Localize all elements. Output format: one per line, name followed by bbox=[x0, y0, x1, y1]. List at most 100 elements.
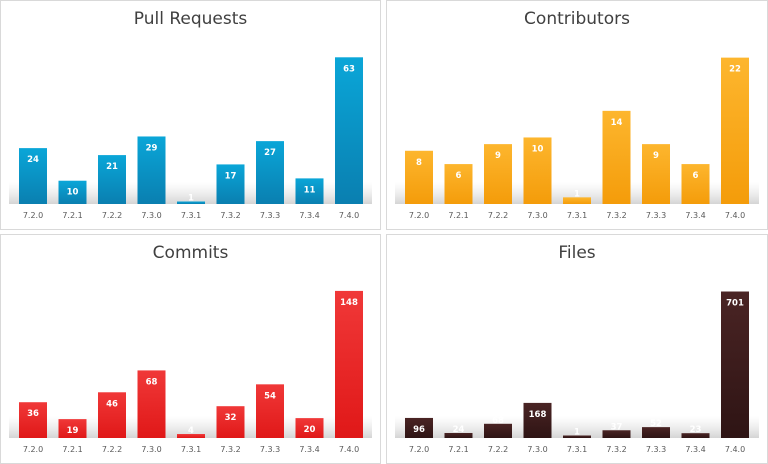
bar-7.3.1 bbox=[177, 434, 205, 438]
data-label: 20 bbox=[304, 425, 316, 435]
x-tick-label: 7.3.2 bbox=[606, 445, 626, 454]
x-tick-label: 7.2.0 bbox=[409, 211, 429, 220]
data-label: 37 bbox=[611, 422, 623, 432]
x-tick-label: 7.3.4 bbox=[685, 211, 705, 220]
x-tick-label: 7.2.2 bbox=[488, 445, 508, 454]
x-tick-label: 7.3.3 bbox=[646, 445, 666, 454]
data-label: 27 bbox=[264, 148, 276, 158]
bar-7.3.2 bbox=[216, 406, 245, 438]
data-label: 9 bbox=[495, 151, 501, 161]
data-label: 9 bbox=[653, 151, 659, 161]
bar-chart: 24 7.2.0 10 7.2.1 21 7.2.2 29 7.3.0 1 7.3.1 17 7.3.… bbox=[9, 57, 372, 220]
x-tick-label: 7.2.2 bbox=[102, 211, 122, 220]
x-tick-label: 7.3.0 bbox=[527, 211, 547, 220]
x-tick-label: 7.2.1 bbox=[62, 211, 82, 220]
data-label: 24 bbox=[453, 425, 465, 435]
data-label: 6 bbox=[693, 171, 699, 181]
x-tick-label: 7.2.0 bbox=[23, 445, 43, 454]
x-tick-label: 7.3.2 bbox=[606, 211, 626, 220]
bar-7.3.4 bbox=[295, 418, 324, 438]
bar-7.2.2 bbox=[98, 155, 126, 204]
data-label: 148 bbox=[340, 298, 358, 308]
data-label: 54 bbox=[264, 391, 276, 401]
x-tick-label: 7.3.2 bbox=[220, 445, 240, 454]
data-label: 1 bbox=[574, 189, 580, 199]
bar-7.2.1 bbox=[58, 180, 87, 204]
chart-title: Commits bbox=[152, 243, 229, 263]
x-tick-label: 7.4.0 bbox=[339, 211, 359, 220]
x-tick-label: 7.3.3 bbox=[260, 445, 280, 454]
x-tick-label: 7.3.0 bbox=[527, 445, 547, 454]
data-label: 701 bbox=[726, 299, 744, 309]
bar-7.2.1 bbox=[444, 432, 473, 438]
bar-7.3.2 bbox=[216, 164, 245, 204]
bar-7.3.4 bbox=[295, 178, 324, 204]
data-label: 46 bbox=[106, 399, 118, 409]
data-label: 68 bbox=[492, 416, 504, 426]
bar-7.2.2 bbox=[98, 392, 126, 438]
x-tick-label: 7.2.2 bbox=[102, 445, 122, 454]
x-tick-label: 7.3.3 bbox=[646, 211, 666, 220]
bar-7.3.3 bbox=[642, 144, 670, 204]
x-tick-label: 7.4.0 bbox=[725, 445, 745, 454]
data-label: 14 bbox=[611, 118, 623, 128]
bar-7.4.0 bbox=[721, 291, 749, 438]
bar-7.3.3 bbox=[256, 384, 284, 438]
data-label: 6 bbox=[456, 171, 462, 181]
data-label: 10 bbox=[532, 144, 544, 154]
files-panel: Files 96 7.2.0 24 7.2.1 68 7.2.2 168 7.3.0 1 7.3.1… bbox=[386, 234, 768, 464]
x-tick-label: 7.4.0 bbox=[339, 445, 359, 454]
bar-7.3.3 bbox=[642, 427, 670, 438]
bar-7.2.0 bbox=[405, 417, 433, 438]
data-label: 8 bbox=[416, 158, 422, 168]
x-tick-label: 7.3.1 bbox=[567, 211, 587, 220]
data-label: 52 bbox=[650, 419, 662, 429]
data-label: 4 bbox=[188, 426, 194, 436]
bar-7.2.0 bbox=[405, 150, 433, 204]
bar-7.2.0 bbox=[19, 402, 47, 438]
x-tick-label: 7.2.0 bbox=[23, 211, 43, 220]
bar-7.3.0 bbox=[523, 137, 552, 204]
data-label: 29 bbox=[146, 143, 158, 153]
bar-7.3.2 bbox=[602, 430, 631, 438]
data-label: 21 bbox=[106, 162, 118, 172]
x-tick-label: 7.3.4 bbox=[299, 445, 319, 454]
bar-7.3.0 bbox=[137, 136, 166, 204]
bar-7.3.1 bbox=[177, 201, 205, 204]
data-label: 1 bbox=[574, 428, 580, 438]
bar-7.3.2 bbox=[602, 110, 631, 204]
contributors-panel: Contributors 8 7.2.0 6 7.2.1 9 7.2.2 10 7.3.0 1 7.… bbox=[386, 0, 768, 230]
chart-title: Contributors bbox=[524, 9, 630, 29]
data-label: 68 bbox=[146, 377, 158, 387]
data-label: 23 bbox=[690, 425, 702, 435]
data-label: 96 bbox=[413, 425, 425, 435]
bar-chart: 8 7.2.0 6 7.2.1 9 7.2.2 10 7.3.0 1 7.3.1 14 7.3.2 9 7… bbox=[395, 57, 759, 220]
data-label: 10 bbox=[67, 188, 79, 198]
bar-7.3.4 bbox=[681, 433, 710, 438]
data-label: 168 bbox=[529, 410, 547, 420]
x-tick-label: 7.3.1 bbox=[567, 445, 587, 454]
data-label: 22 bbox=[729, 65, 741, 75]
x-tick-label: 7.3.1 bbox=[181, 211, 201, 220]
bar-7.3.4 bbox=[681, 164, 710, 204]
bar-7.4.0 bbox=[335, 57, 363, 204]
bar-chart: 36 7.2.0 19 7.2.1 46 7.2.2 68 7.3.0 4 7.3.1 32 7.3.… bbox=[9, 290, 372, 454]
bar-7.2.1 bbox=[444, 164, 473, 204]
chart-title: Pull Requests bbox=[133, 9, 248, 29]
bar-7.4.0 bbox=[721, 57, 749, 204]
bar-7.3.0 bbox=[523, 402, 552, 438]
x-tick-label: 7.3.2 bbox=[220, 211, 240, 220]
x-tick-label: 7.2.2 bbox=[488, 211, 508, 220]
data-label: 17 bbox=[225, 171, 237, 181]
bar-7.3.1 bbox=[563, 197, 591, 204]
commits-panel: Commits 36 7.2.0 19 7.2.1 46 7.2.2 68 7.3.0 4 7.3.… bbox=[0, 234, 381, 464]
x-tick-label: 7.3.0 bbox=[141, 211, 161, 220]
pull-requests-panel: Pull Requests 24 7.2.0 10 7.2.1 21 7.2.2 29 7.3.… bbox=[0, 0, 381, 230]
data-label: 63 bbox=[343, 64, 355, 74]
x-tick-label: 7.3.4 bbox=[685, 445, 705, 454]
bar-7.3.3 bbox=[256, 141, 284, 204]
x-tick-label: 7.2.1 bbox=[448, 445, 468, 454]
bar-7.2.2 bbox=[484, 144, 512, 204]
data-label: 1 bbox=[188, 194, 194, 204]
bar-chart: 96 7.2.0 24 7.2.1 68 7.2.2 168 7.3.0 1 7.3.1 37 7.3… bbox=[395, 291, 759, 454]
